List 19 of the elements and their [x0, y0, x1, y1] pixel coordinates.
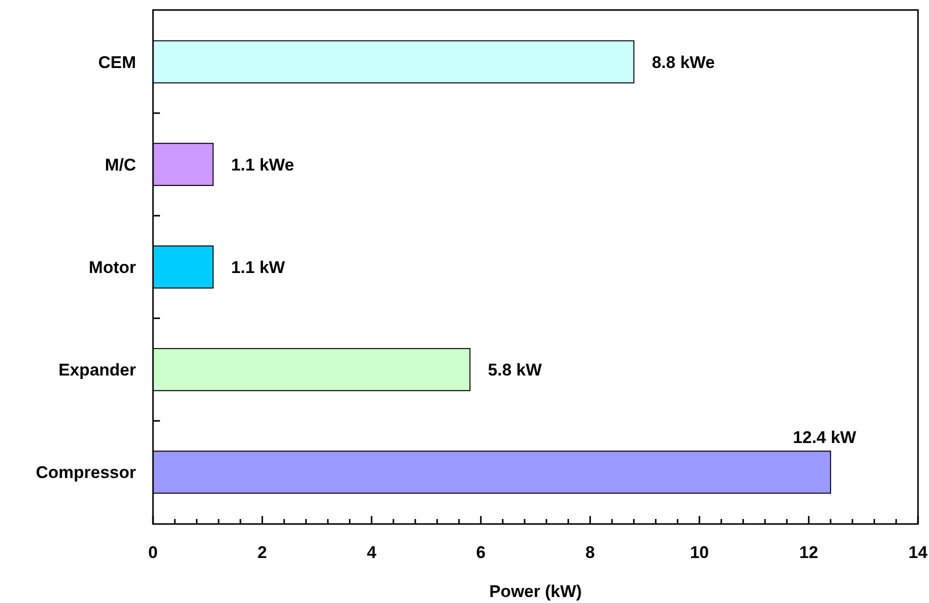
y-tick-label: M/C — [104, 155, 136, 174]
x-tick-label: 6 — [476, 543, 486, 562]
data-label: 12.4 kW — [792, 428, 858, 448]
x-tick-label: 12 — [799, 543, 818, 562]
x-tick-label: 0 — [148, 543, 158, 562]
x-tick-label: 4 — [366, 543, 377, 562]
x-tick-label: 14 — [908, 543, 928, 562]
data-label: 1.1 kW — [231, 258, 286, 277]
data-label: 5.8 kW — [488, 360, 543, 380]
x-tick-label: 8 — [585, 543, 595, 562]
y-tick-label: Compressor — [36, 463, 136, 482]
x-tick-label: 10 — [690, 543, 709, 562]
data-label: 8.8 kWe — [652, 52, 715, 72]
x-tick-label: 2 — [258, 543, 268, 562]
x-axis-title: Power (kW) — [489, 582, 582, 601]
y-tick-label: Expander — [58, 360, 136, 380]
y-tick-label: CEM — [98, 52, 136, 72]
y-tick-label: Motor — [88, 258, 136, 277]
data-label: 1.1 kWe — [231, 155, 294, 174]
